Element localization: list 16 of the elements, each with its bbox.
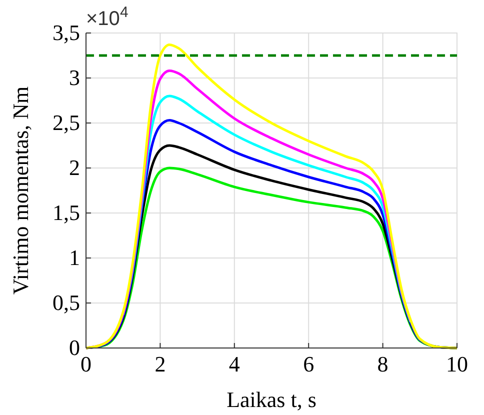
x-tick-label: 10 xyxy=(446,352,468,377)
y-tick-label: 2,5 xyxy=(52,110,80,136)
y-tick-label: 0,5 xyxy=(52,290,80,316)
x-tick-label: 4 xyxy=(228,352,240,377)
y-tick-label: 2 xyxy=(69,155,80,180)
x-tick-label: 2 xyxy=(154,352,166,377)
y-tick-label: 1,5 xyxy=(52,200,80,226)
y-axis-title: Virtimo momentas, Nm xyxy=(8,86,33,295)
y-tick-label: 3 xyxy=(69,65,80,90)
x-axis-title: Laikas t, s xyxy=(226,387,316,412)
y-tick-label: 1 xyxy=(69,245,80,270)
text: ×10$^{4}$ xyxy=(86,4,128,30)
y-tick-label: 0 xyxy=(69,335,80,360)
y-tick-label: 3,5 xyxy=(52,20,80,46)
x-tick-label: 6 xyxy=(303,352,314,377)
x-tick-label: 8 xyxy=(377,352,388,377)
